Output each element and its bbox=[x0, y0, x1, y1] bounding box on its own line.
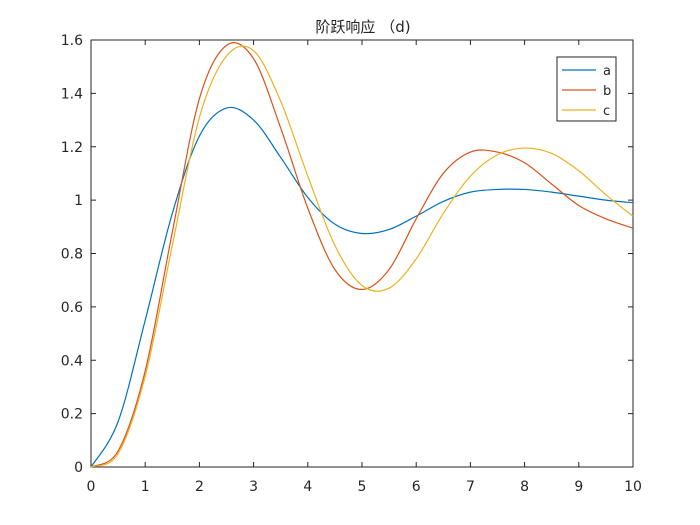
x-tick-label: 2 bbox=[195, 479, 204, 495]
legend: abc bbox=[556, 56, 617, 122]
y-tick-label: 1 bbox=[74, 193, 83, 209]
series-line-b bbox=[90, 42, 634, 468]
legend-label-c: c bbox=[603, 104, 610, 119]
y-tick-label: 0.6 bbox=[61, 300, 83, 316]
axes-box bbox=[90, 39, 634, 468]
x-tick-label: 0 bbox=[87, 479, 96, 495]
y-tick-label: 1.6 bbox=[61, 33, 83, 49]
y-tick-label: 0.2 bbox=[61, 407, 83, 423]
y-tick-label: 1.4 bbox=[61, 86, 83, 102]
x-tick-label: 8 bbox=[520, 479, 529, 495]
y-tick-label: 1.2 bbox=[61, 140, 83, 156]
legend-label-b: b bbox=[603, 84, 611, 99]
series-line-a bbox=[90, 106, 634, 468]
x-tick-label: 10 bbox=[624, 479, 642, 495]
x-tick-label: 6 bbox=[412, 479, 421, 495]
x-tick-label: 1 bbox=[141, 479, 150, 495]
y-tick-label: 0.4 bbox=[61, 353, 83, 369]
x-tick-label: 7 bbox=[466, 479, 475, 495]
y-tick-label: 0.8 bbox=[61, 247, 83, 263]
series-lines bbox=[90, 42, 634, 468]
x-tick-label: 3 bbox=[249, 479, 258, 495]
chart-title: 阶跃响应 （d) bbox=[315, 18, 410, 36]
x-tick-label: 4 bbox=[303, 479, 312, 495]
x-tick-label: 9 bbox=[574, 479, 583, 495]
y-tick-label: 0 bbox=[74, 460, 83, 476]
plot-area bbox=[90, 39, 634, 468]
series-line-c bbox=[90, 45, 634, 468]
x-tick-label: 5 bbox=[358, 479, 367, 495]
legend-label-a: a bbox=[603, 64, 611, 79]
axis-ticks: 0 1 2 3 4 5 6 7 8 9 10 0 0.2 0.4 0.6 0.8 1 1.2 1.4 1.6 bbox=[61, 33, 642, 495]
